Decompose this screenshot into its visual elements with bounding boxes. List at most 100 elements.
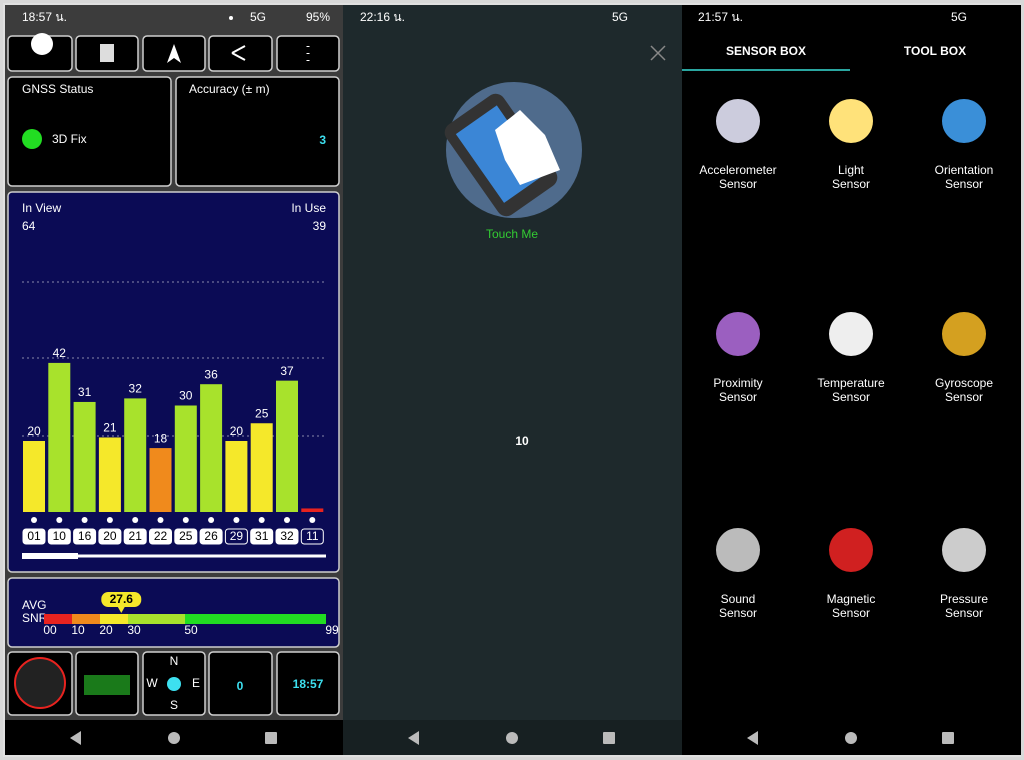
status-card	[7, 76, 172, 187]
scale-tick: 10	[71, 623, 85, 637]
sensor-label: Gyroscope	[935, 376, 993, 390]
id-box	[98, 528, 122, 545]
sat-id: 29	[230, 529, 244, 543]
sensor-label: Sensor	[719, 177, 757, 191]
in-use: 39	[313, 219, 327, 233]
toolbar	[7, 33, 340, 72]
fix-indicator	[22, 129, 42, 149]
id-box	[22, 528, 46, 545]
dot	[208, 517, 215, 523]
sensor-label: Sensor	[719, 390, 757, 404]
dot	[229, 16, 233, 20]
id-box	[250, 528, 274, 545]
sensor-icon[interactable]	[829, 99, 873, 143]
back-button[interactable]	[408, 731, 419, 745]
bar	[225, 441, 248, 512]
recents-button[interactable]	[265, 732, 277, 744]
dot	[31, 517, 37, 523]
id-box	[199, 528, 223, 545]
snr-card	[7, 577, 340, 648]
snr-scale: 00 10 20 30 50 99 27.6	[43, 592, 339, 637]
in-view: 64	[22, 219, 36, 233]
scale-tick: 30	[127, 623, 141, 637]
sensor-label: Sound	[721, 592, 756, 606]
bar	[301, 508, 324, 512]
person-icon	[100, 44, 114, 62]
snr-bars: 20 01 42 10 31 16 21 20 32 21 18 22 30 25 36 26 20 29 25 31…	[22, 346, 324, 545]
sensor-label: Sensor	[832, 390, 870, 404]
status-network: 5G	[250, 10, 266, 24]
status-time: 18:57 น.	[22, 10, 67, 24]
sensor-icon[interactable]	[829, 528, 873, 572]
scale-tick: 50	[184, 623, 198, 637]
bar-label: 31	[78, 385, 92, 399]
recents-button[interactable]	[603, 732, 615, 744]
sensor-icon[interactable]	[716, 312, 760, 356]
accuracy-card	[175, 76, 340, 187]
status-time: 22:16 น.	[360, 10, 405, 24]
sensor-label: Sensor	[832, 606, 870, 620]
sensor-icon[interactable]	[716, 99, 760, 143]
sat-id: 32	[280, 529, 294, 543]
id-box	[275, 528, 299, 545]
bar	[23, 441, 45, 512]
bar-label: 42	[53, 346, 67, 360]
id-box	[149, 528, 172, 545]
sensor-icon[interactable]	[829, 312, 873, 356]
share-button[interactable]	[208, 35, 273, 72]
home-button[interactable]	[506, 732, 518, 744]
home-button[interactable]	[168, 732, 180, 744]
touch-prompt: Touch Me	[486, 227, 538, 241]
close-button[interactable]	[650, 45, 666, 61]
sensor-icon[interactable]	[942, 312, 986, 356]
in-view-label: In View	[22, 201, 61, 215]
sat-id: 16	[78, 529, 92, 543]
counter-card	[208, 651, 273, 716]
scale-tick: 00	[43, 623, 57, 637]
nav-buttons	[70, 731, 954, 745]
sensor-icon[interactable]	[942, 99, 986, 143]
dot	[258, 517, 265, 523]
sensor-label: Magnetic	[827, 592, 876, 606]
tab[interactable]: TOOL BOX	[904, 44, 966, 58]
home-button[interactable]	[845, 732, 857, 744]
app-icon	[31, 33, 53, 55]
id-box	[123, 528, 147, 545]
bar	[250, 423, 273, 512]
sensor-icon[interactable]	[942, 528, 986, 572]
sat-id: 25	[179, 529, 193, 543]
dot	[157, 517, 164, 523]
scale-segment	[185, 614, 326, 624]
skyplot-icon	[14, 657, 66, 709]
avg-marker	[101, 592, 142, 607]
scale-segment	[100, 614, 128, 624]
back-button[interactable]	[747, 731, 758, 745]
avg-value: 27.6	[110, 592, 134, 606]
dot	[56, 517, 63, 523]
status-time: 21:57 น.	[698, 10, 743, 24]
gnss-status-label: GNSS Status	[22, 82, 93, 96]
bar-label: 32	[129, 382, 143, 396]
sensor-icon[interactable]	[716, 528, 760, 572]
back-button[interactable]	[70, 731, 81, 745]
bar-label: 36	[204, 367, 218, 381]
sat-id: 21	[129, 529, 143, 543]
grid	[22, 281, 326, 437]
sensor-label: Sensor	[945, 390, 983, 404]
sat-id: 11	[306, 529, 319, 543]
tab[interactable]: SENSOR BOX	[726, 44, 806, 58]
sensor-label: Light	[838, 163, 865, 177]
bar	[200, 384, 223, 512]
bar	[174, 405, 197, 512]
sensor-label: Proximity	[713, 376, 762, 390]
recents-button[interactable]	[942, 732, 954, 744]
dot	[309, 517, 316, 523]
accuracy-value: 3	[319, 133, 326, 147]
sensor-label: Sensor	[719, 606, 757, 620]
bar-label: 37	[280, 364, 294, 378]
sat-id: 01	[27, 529, 41, 543]
map-icon	[84, 675, 130, 695]
avg-pointer	[117, 606, 126, 613]
hand-icon	[495, 110, 560, 185]
